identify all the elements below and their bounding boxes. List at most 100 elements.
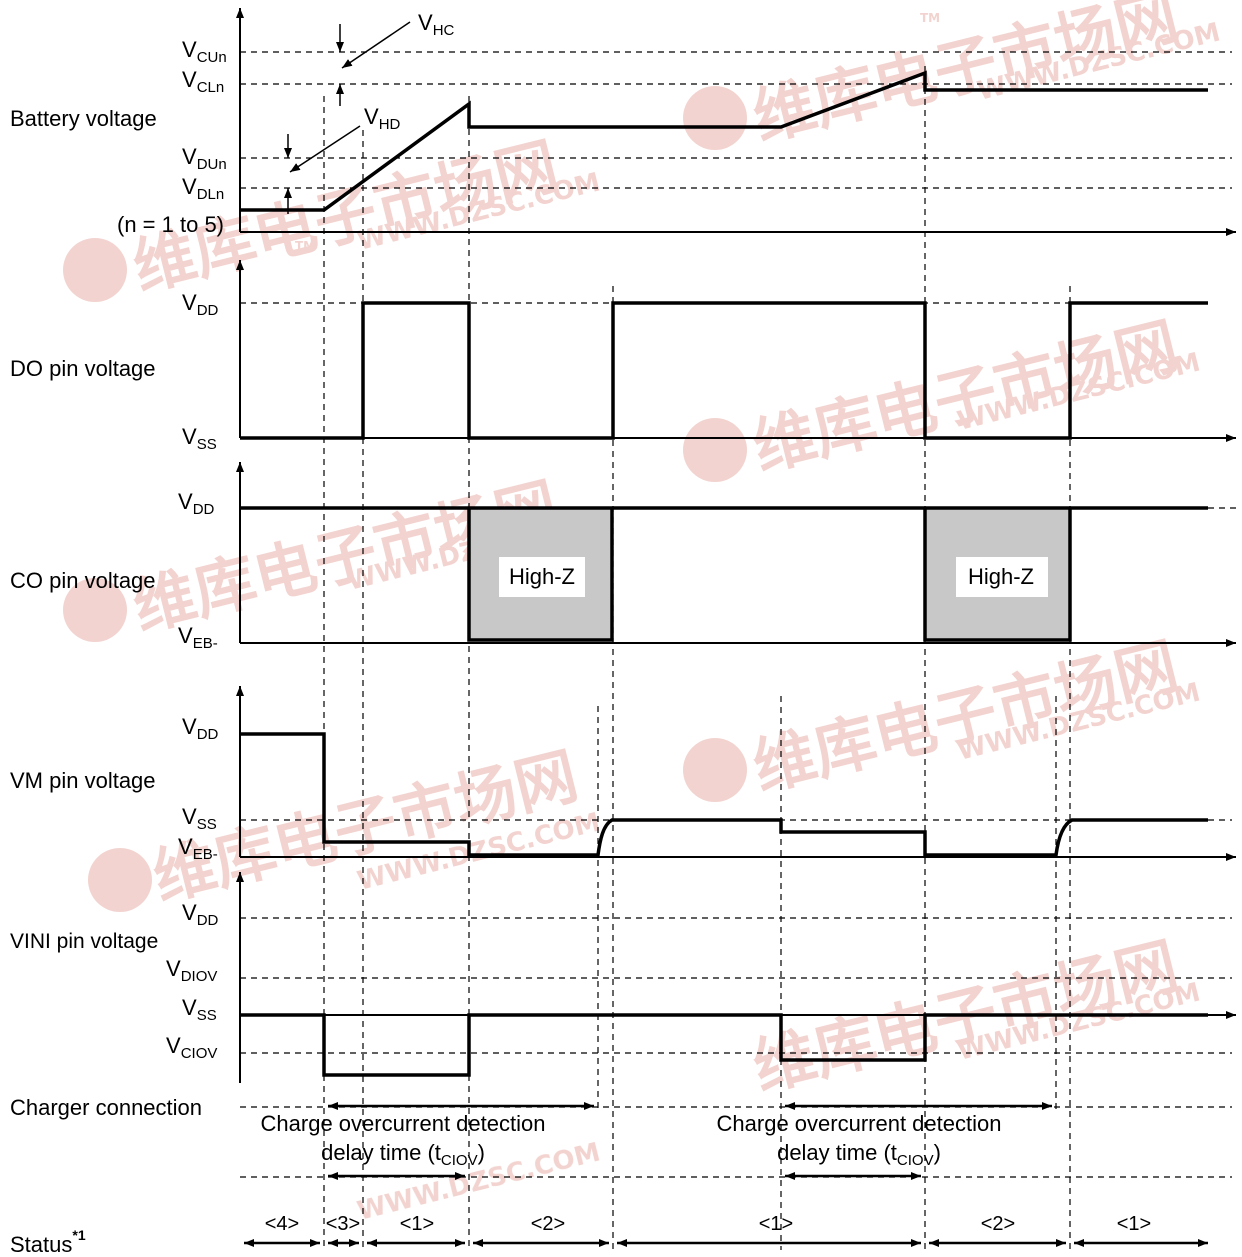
delay-label-2-sub: CIOV [897,1152,934,1169]
level-co-veb-sub: EB- [193,635,218,652]
level-co-vdd-main: V [178,489,193,514]
level-vm-veb: VEB- [178,834,218,863]
watermark-cn-2: 维库电子市场网 [746,0,1185,155]
status-segment-6: <2> [981,1213,1015,1235]
delay-label-2-end: ) [934,1140,941,1165]
do-pin-voltage-label: DO pin voltage [10,356,156,381]
charger-connection-label: Charger connection [10,1095,202,1120]
level-vini-vciov: VCIOV [166,1033,217,1062]
level-do-vss: VSS [182,424,217,453]
delay-label-1-line2: delay time (tCIOV) [321,1140,485,1169]
highz-label-box-2 [956,557,1048,597]
level-vm-veb-main: V [178,834,193,859]
level-vdu-main: V [182,144,197,169]
level-vcl-sub: CLn [197,79,225,96]
level-vcl: VCLn [182,67,224,96]
level-do-vss-sub: SS [197,436,217,453]
vhd-label-main: V [364,104,379,129]
level-vm-vdd: VDD [182,714,219,743]
level-do-vdd-sub: DD [197,302,219,319]
level-vdl: VDLn [182,174,224,203]
co-pin-voltage-label: CO pin voltage [10,568,156,593]
reference-lines [240,51,1236,1178]
status-segments: <4> <3> <1> <2> <1> <2> <1> [265,1213,1151,1235]
status-segment-3: <1> [400,1213,434,1235]
co-highz-edges [467,508,614,642]
level-vcl-main: V [182,67,197,92]
level-vm-vss-sub: SS [197,816,217,833]
do-waveform [240,301,1208,440]
event-lines [323,66,1071,1250]
status-segment-2: <3> [326,1213,360,1235]
level-vm-vdd-main: V [182,714,197,739]
level-vini-vss-sub: SS [197,1007,217,1024]
level-vm-vss-main: V [182,804,197,829]
status-label-text: Status [10,1232,72,1257]
level-do-vss-main: V [182,424,197,449]
level-vcu-sub: CUn [197,49,227,66]
delay-label-1-sub: CIOV [441,1152,478,1169]
waveforms [240,70,1208,1077]
status-segment-4: <2> [531,1213,565,1235]
level-vini-vss: VSS [182,995,217,1024]
level-vcu-main: V [182,37,197,62]
level-labels: VCUn VCLn VDUn VDLn (n = 1 to 5) VDD VSS… [117,10,455,1062]
level-do-vdd-main: V [182,290,197,315]
delay-label-1-line1: Charge overcurrent detection [261,1111,546,1136]
vini-waveform [240,1013,1208,1077]
vhc-label: VHC [418,10,455,39]
n-range-note: (n = 1 to 5) [117,212,224,237]
level-vm-vdd-sub: DD [197,726,219,743]
status-segment-5: <1> [759,1213,793,1235]
vhd-label-sub: HD [379,116,401,133]
level-vini-vdiov: VDIOV [166,956,217,985]
level-vdl-main: V [182,174,197,199]
delay-label-2-line2: delay time (tCIOV) [777,1140,941,1169]
level-vini-vdiov-sub: DIOV [181,968,218,985]
level-co-veb-main: V [178,623,193,648]
delay-label-2-line1: Charge overcurrent detection [717,1111,1002,1136]
vhc-label-main: V [418,10,433,35]
highz-label-1: High-Z [509,564,575,589]
level-vdu-sub: DUn [197,156,227,173]
level-co-vdd-sub: DD [193,501,215,518]
vm-waveform [240,732,1208,857]
status-segment-7: <1> [1117,1213,1151,1235]
level-vini-vss-main: V [182,995,197,1020]
vhd-label: VHD [364,104,401,133]
level-vini-vciov-sub: CIOV [181,1045,218,1062]
vhc-label-sub: HC [433,22,455,39]
battery-voltage-label: Battery voltage [10,106,157,131]
highz-label-2: High-Z [968,564,1034,589]
hysteresis-marks [284,21,411,214]
level-co-vdd: VDD [178,489,215,518]
level-vcu: VCUn [182,37,227,66]
highz-label-box-1 [499,557,585,597]
delay-label-1-end: ) [478,1140,485,1165]
level-vini-vciov-main: V [166,1033,181,1058]
level-vdu: VDUn [182,144,227,173]
vini-pin-voltage-label: VINI pin voltage [10,930,158,953]
level-vini-vdiov-main: V [166,956,181,981]
battery-waveform [240,70,1208,212]
delay-label-1-main: delay time (t [321,1140,441,1165]
level-vini-vdd-main: V [182,900,197,925]
level-co-veb: VEB- [178,623,218,652]
status-label: Status*1 [10,1227,86,1257]
level-vini-vdd: VDD [182,900,219,929]
level-vdl-sub: DLn [197,186,225,203]
charger-arrows [328,1102,1052,1180]
level-do-vdd: VDD [182,290,219,319]
watermark-logo [63,86,747,912]
delay-label-2-main: delay time (t [777,1140,897,1165]
level-vini-vdd-sub: DD [197,912,219,929]
vm-pin-voltage-label: VM pin voltage [10,768,156,793]
level-vm-vss: VSS [182,804,217,833]
watermark-tm-2: TM [920,11,940,25]
co-highz-edges-2 [923,508,1072,642]
level-vm-veb-sub: EB- [193,846,218,863]
status-segment-1: <4> [265,1213,299,1235]
status-footnote-mark: *1 [72,1227,85,1243]
watermark-tm-1: TM [295,239,315,253]
